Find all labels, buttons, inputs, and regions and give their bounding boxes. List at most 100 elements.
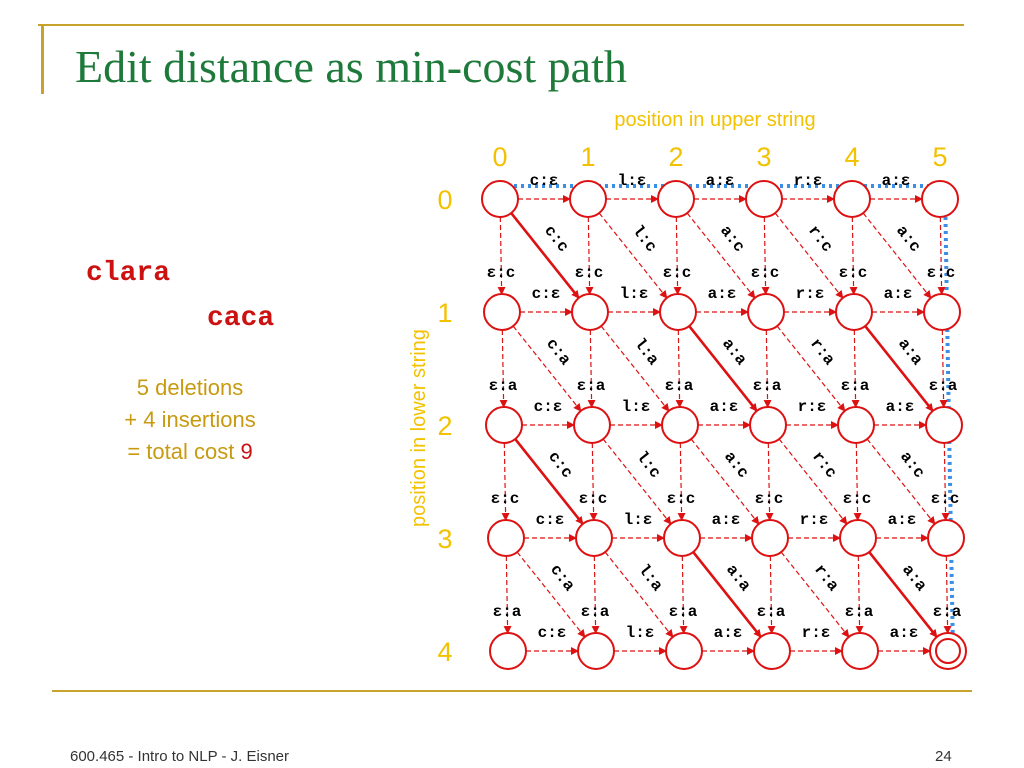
- total-cost-value: 9: [240, 439, 253, 464]
- lattice-node: [753, 632, 791, 670]
- substitution-arrow: [776, 325, 846, 412]
- insertion-label: ε:a: [493, 603, 522, 621]
- substitution-arrow: [514, 438, 584, 525]
- lattice-node: [923, 293, 961, 331]
- lattice-node: [747, 293, 785, 331]
- lattice-node: [749, 406, 787, 444]
- lattice-node: [665, 632, 703, 670]
- insertion-label: ε:c: [839, 264, 868, 282]
- row-index: 3: [437, 524, 452, 554]
- substitution-label: a:c: [896, 448, 928, 482]
- row-index: 1: [437, 298, 452, 328]
- row-index: 2: [437, 411, 452, 441]
- substitution-label: a:c: [720, 448, 752, 482]
- substitution-arrow: [512, 325, 582, 412]
- substitution-label: l:c: [628, 222, 660, 256]
- substitution-label: r:a: [810, 561, 842, 595]
- insertion-label: ε:a: [753, 377, 782, 395]
- insertion-label: ε:a: [669, 603, 698, 621]
- lattice-node: [841, 632, 879, 670]
- lattice-node: [657, 180, 695, 218]
- lattice-node: [485, 406, 523, 444]
- substitution-arrow: [688, 325, 758, 412]
- y-axis-label: position in lower string: [408, 329, 430, 527]
- substitution-label: a:a: [898, 561, 930, 595]
- lattice-node: [577, 632, 615, 670]
- substitution-label: c:a: [542, 335, 574, 369]
- insertion-label: ε:a: [489, 377, 518, 395]
- substitution-arrow: [774, 212, 844, 299]
- substitution-arrow: [602, 438, 672, 525]
- substitution-arrow: [598, 212, 668, 299]
- column-index: 3: [756, 142, 771, 172]
- lattice-node: [833, 180, 871, 218]
- substitution-arrow: [510, 212, 580, 299]
- insertion-arrow: [679, 555, 688, 635]
- deletion-label: a:ε: [710, 398, 739, 416]
- deletion-label: c:ε: [538, 624, 567, 642]
- insertion-label: ε:a: [757, 603, 786, 621]
- deletion-label: r:ε: [802, 624, 831, 642]
- deletion-label: r:ε: [794, 172, 823, 190]
- insertion-arrow: [761, 216, 770, 296]
- lattice-node: [921, 180, 959, 218]
- insertion-arrow: [675, 329, 684, 409]
- insertion-arrow: [851, 329, 860, 409]
- insertion-label: ε:c: [491, 490, 520, 508]
- insertion-arrow: [941, 442, 950, 522]
- substitution-label: a:c: [716, 222, 748, 256]
- insertion-label: ε:a: [665, 377, 694, 395]
- deletion-label: r:ε: [800, 511, 829, 529]
- substitution-arrow: [778, 438, 848, 525]
- deletion-label: c:ε: [530, 172, 559, 190]
- column-index: 0: [492, 142, 507, 172]
- substitution-label: l:a: [630, 335, 662, 369]
- bottom-rule: [52, 690, 972, 692]
- substitution-arrow: [600, 325, 670, 412]
- substitution-arrow: [866, 438, 936, 525]
- insertion-arrow: [585, 216, 594, 296]
- substitution-arrow: [862, 212, 932, 299]
- insertion-arrow: [497, 216, 506, 296]
- deletion-label: a:ε: [886, 398, 915, 416]
- row-index: 4: [437, 637, 452, 667]
- cost-summary: 5 deletions + 4 insertions = total cost …: [70, 372, 310, 468]
- insertion-label: ε:c: [751, 264, 780, 282]
- deletion-label: a:ε: [708, 285, 737, 303]
- deletion-label: l:ε: [622, 398, 651, 416]
- substitution-label: r:c: [804, 222, 836, 256]
- substitution-label: l:a: [634, 561, 666, 595]
- insertion-label: ε:a: [581, 603, 610, 621]
- insertion-arrow: [937, 216, 946, 296]
- substitution-arrow: [780, 551, 850, 638]
- insertion-arrow: [853, 442, 862, 522]
- insertion-arrow: [765, 442, 774, 522]
- lattice-node: [659, 293, 697, 331]
- lattice-node: [575, 519, 613, 557]
- substitution-label: l:c: [632, 448, 664, 482]
- substitution-arrow: [686, 212, 756, 299]
- substitution-label: r:c: [808, 448, 840, 482]
- deletion-label: a:ε: [884, 285, 913, 303]
- lower-word: caca: [207, 303, 275, 334]
- lattice-node: [925, 406, 963, 444]
- insertion-arrow: [855, 555, 864, 635]
- deletion-label: c:ε: [534, 398, 563, 416]
- lattice-node: [487, 519, 525, 557]
- insertion-arrow: [943, 555, 952, 635]
- insertion-label: ε:c: [843, 490, 872, 508]
- deletion-label: a:ε: [888, 511, 917, 529]
- insertion-arrow: [849, 216, 858, 296]
- insertion-label: ε:c: [667, 490, 696, 508]
- insertion-arrow: [767, 555, 776, 635]
- lattice-node: [839, 519, 877, 557]
- insertion-label: ε:c: [663, 264, 692, 282]
- total-prefix: = total cost: [127, 439, 241, 464]
- substitution-arrow: [692, 551, 762, 638]
- final-state-ring: [935, 638, 961, 664]
- substitution-label: a:a: [722, 561, 754, 595]
- insertion-label: ε:c: [575, 264, 604, 282]
- lattice-node: [835, 293, 873, 331]
- substitution-arrow: [868, 551, 938, 638]
